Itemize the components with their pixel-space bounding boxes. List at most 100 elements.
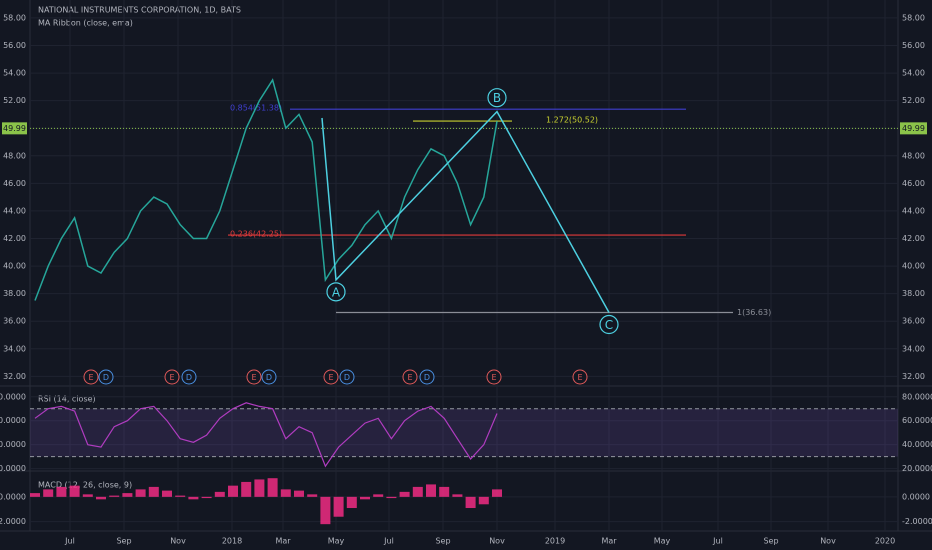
macd-bar: [175, 495, 186, 497]
y-tick-label: -2.0000: [0, 517, 26, 526]
macd-bar: [478, 496, 489, 505]
macd-bar: [373, 494, 384, 497]
fib-label: 1.272(50.52): [546, 116, 598, 125]
last-price-box: [2, 122, 27, 135]
pattern-label: C: [605, 318, 613, 332]
macd-bar: [307, 494, 318, 497]
pattern-label: A: [332, 285, 341, 299]
event-marker: [181, 369, 197, 385]
y-tick-label: 54.00: [902, 69, 925, 78]
macd-bar: [439, 486, 450, 497]
macd-bar: [82, 494, 93, 497]
macd-bar: [412, 486, 423, 497]
event-marker: [402, 369, 418, 385]
x-tick-label: 2020: [875, 537, 895, 546]
pattern-point: [487, 88, 507, 108]
y-tick-label: 20.0000: [902, 464, 932, 473]
macd-bar: [320, 496, 331, 525]
fib-label: 1(36.63): [737, 308, 771, 317]
x-tick-label: 2019: [545, 537, 565, 546]
macd-bar: [399, 491, 410, 497]
y-tick-label: 38.00: [902, 289, 925, 298]
macd-bar: [188, 496, 199, 500]
y-tick-label: 40.0000: [0, 440, 26, 449]
pattern-label: B: [493, 91, 501, 105]
event-marker: [486, 369, 502, 385]
y-tick-label: 48.00: [3, 151, 26, 160]
y-tick-label: 48.00: [902, 151, 925, 160]
x-tick-label: Nov: [489, 537, 505, 546]
x-tick-label: Jul: [712, 537, 723, 546]
macd-bar: [43, 489, 54, 497]
event-label: D: [266, 373, 272, 382]
y-tick-label: 40.0000: [902, 440, 932, 449]
macd-bar: [214, 491, 225, 497]
event-marker: [572, 369, 588, 385]
x-tick-label: Mar: [601, 537, 617, 546]
y-tick-label: 54.00: [3, 69, 26, 78]
y-tick-label: 20.0000: [0, 464, 26, 473]
last-price-label: 49.99: [3, 124, 26, 133]
last-price-box: [900, 122, 927, 135]
fib-label: 0.236(42.25): [230, 230, 282, 239]
event-label: D: [344, 373, 350, 382]
event-marker: [339, 369, 355, 385]
event-marker: [246, 369, 262, 385]
pattern-line: [321, 110, 610, 313]
event-label: E: [491, 373, 496, 382]
indicator-title: MA Ribbon (close, ema): [38, 19, 133, 28]
x-tick-label: 2018: [222, 537, 242, 546]
macd-bar: [148, 486, 159, 497]
macd-bar: [56, 486, 67, 497]
event-label: D: [103, 373, 109, 382]
macd-bar: [30, 493, 40, 497]
pattern-point: [326, 282, 346, 302]
x-tick-label: May: [654, 537, 671, 546]
macd-bar: [267, 478, 278, 497]
y-tick-label: 32.00: [3, 372, 26, 381]
rsi-title: RSI (14, close): [38, 395, 96, 404]
y-tick-label: 56.00: [3, 41, 26, 50]
y-tick-label: 60.0000: [0, 416, 26, 425]
y-tick-label: 38.00: [3, 289, 26, 298]
macd-bar: [228, 485, 238, 497]
pattern-point: [599, 314, 619, 335]
y-tick-label: 80.0000: [0, 392, 26, 401]
y-tick-label: 44.00: [902, 206, 925, 215]
macd-bar: [492, 489, 502, 497]
y-tick-label: 56.00: [902, 41, 925, 50]
macd-bar: [386, 496, 397, 499]
y-tick-label: 44.00: [3, 206, 26, 215]
y-tick-label: 60.0000: [902, 416, 932, 425]
event-label: D: [186, 373, 192, 382]
macd-bar: [333, 496, 344, 517]
event-label: E: [251, 373, 256, 382]
price-line: [34, 78, 498, 301]
event-marker: [83, 369, 99, 385]
event-marker: [164, 369, 180, 385]
y-tick-label: 36.00: [3, 317, 26, 326]
x-tick-label: Jul: [64, 537, 75, 546]
event-marker: [323, 369, 339, 385]
macd-bar: [122, 493, 133, 497]
x-tick-label: Mar: [275, 537, 291, 546]
x-tick-label: Jul: [383, 537, 394, 546]
x-tick-label: Nov: [170, 537, 186, 546]
event-label: E: [328, 373, 333, 382]
y-tick-label: 80.0000: [902, 392, 932, 401]
macd-bar: [280, 489, 291, 497]
y-tick-label: -2.0000: [902, 517, 932, 526]
y-tick-label: 46.00: [902, 179, 925, 188]
event-label: E: [407, 373, 412, 382]
x-tick-label: May: [328, 537, 345, 546]
event-marker: [98, 369, 114, 385]
y-tick-label: 0.0000: [902, 492, 930, 501]
macd-bar: [135, 489, 146, 497]
event-label: E: [88, 373, 93, 382]
x-tick-label: Nov: [820, 537, 836, 546]
last-price-label: 49.99: [902, 124, 925, 133]
event-label: E: [169, 373, 174, 382]
macd-bar: [346, 496, 357, 509]
